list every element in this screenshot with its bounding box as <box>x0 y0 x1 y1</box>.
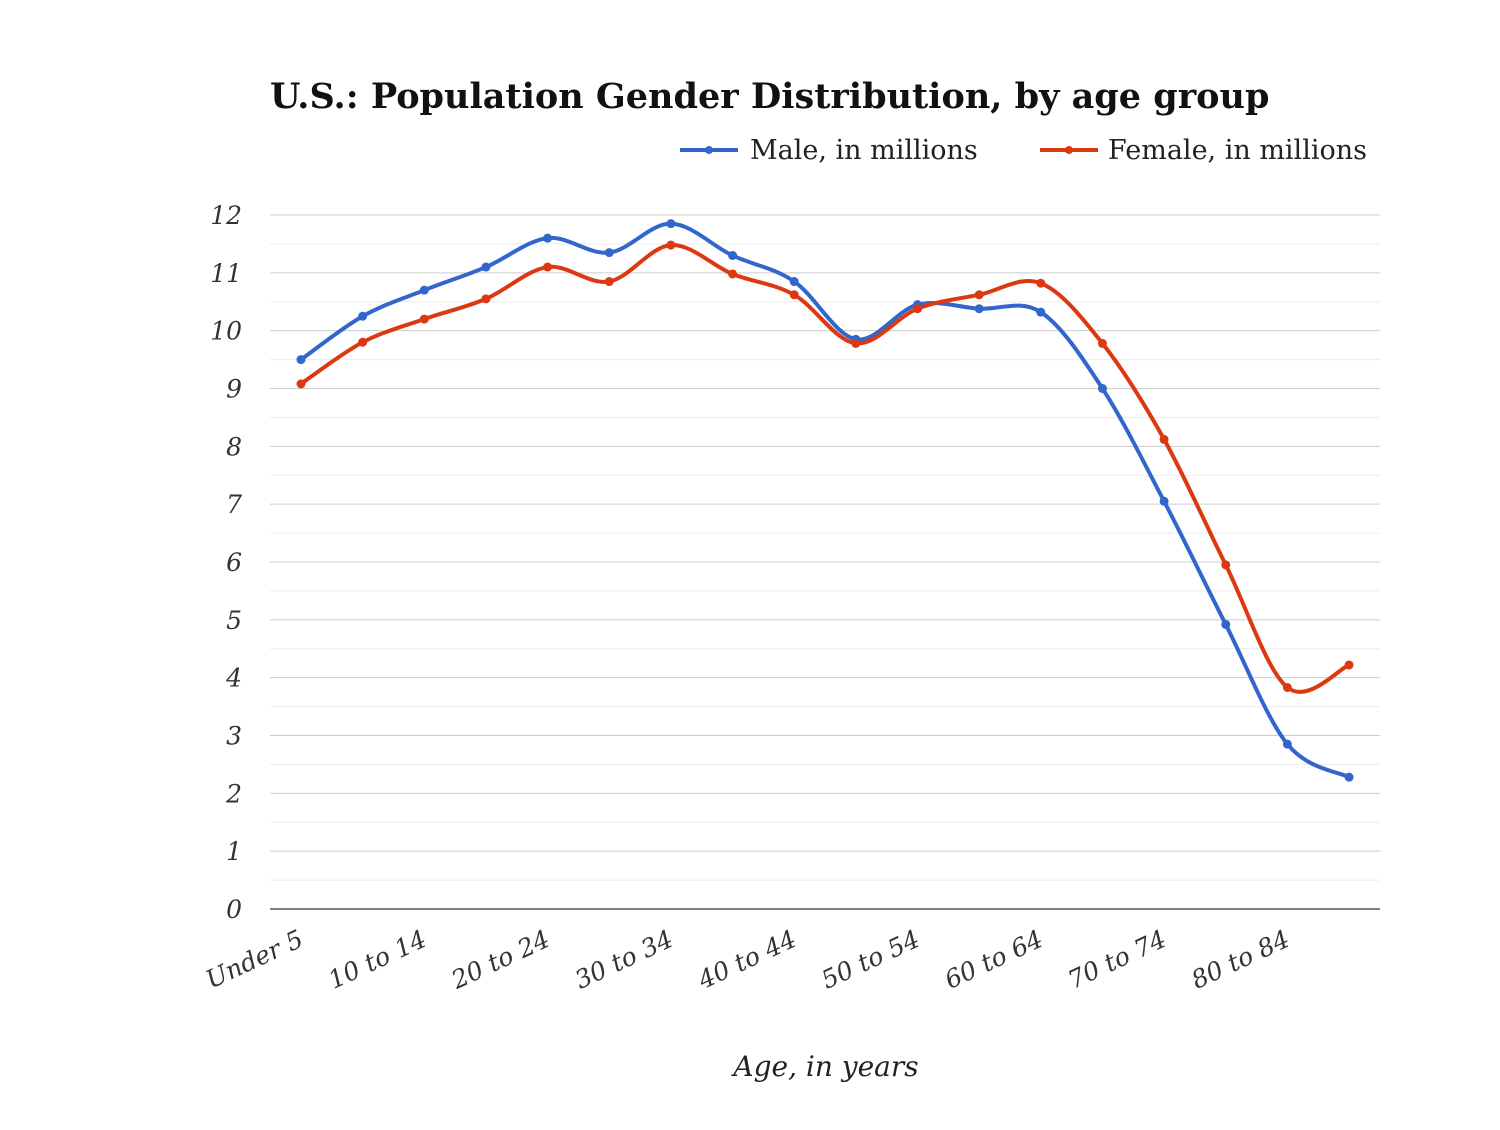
chart-title: U.S.: Population Gender Distribution, by… <box>270 76 1269 117</box>
data-point-female <box>419 314 429 324</box>
y-tick-label: 9 <box>226 375 242 404</box>
data-point-female <box>1221 560 1231 570</box>
x-tick-label: 30 to 34 <box>570 924 677 994</box>
data-point-female <box>974 290 984 300</box>
y-tick-label: 2 <box>225 779 242 808</box>
x-tick-label: 40 to 44 <box>693 924 801 995</box>
data-point-female <box>728 269 738 279</box>
data-point-female <box>604 277 614 287</box>
data-point-male <box>543 233 553 243</box>
data-point-female <box>851 338 861 348</box>
data-point-female <box>1036 278 1046 288</box>
y-tick-label: 5 <box>226 606 242 635</box>
y-tick-label: 6 <box>226 548 242 577</box>
series-group <box>296 219 1354 782</box>
legend-item-male: Male, in millions <box>680 135 978 166</box>
data-point-female <box>1282 682 1292 692</box>
series-female <box>296 240 1354 694</box>
data-point-male <box>1097 384 1107 393</box>
data-point-female <box>1159 434 1169 444</box>
data-point-female <box>913 304 922 314</box>
y-tick-label: 12 <box>210 201 242 230</box>
data-point-male <box>1221 619 1231 629</box>
data-point-male <box>604 248 614 258</box>
data-point-male <box>974 304 984 314</box>
data-point-female <box>543 262 553 272</box>
data-point-female <box>358 337 368 347</box>
y-tick-label: 4 <box>225 664 242 693</box>
y-tick-label: 8 <box>226 432 242 461</box>
data-point-female <box>1097 338 1107 348</box>
x-tick-label: Under 5 <box>201 924 307 994</box>
legend-label-female: Female, in millions <box>1108 135 1367 166</box>
data-point-male <box>481 262 491 272</box>
x-tick-label: 50 to 54 <box>817 924 924 994</box>
y-tick-label: 1 <box>226 837 242 866</box>
legend: Male, in millions Female, in millions <box>680 135 1367 166</box>
x-tick-label: 60 to 64 <box>940 924 1047 994</box>
y-tick-label: 0 <box>226 895 242 924</box>
x-axis: Under 5 10 to 14 20 to 24 30 to 34 40 to 44 5… <box>201 924 1294 995</box>
x-tick-label: 10 to 14 <box>324 924 431 994</box>
data-point-female <box>481 294 491 304</box>
data-point-male <box>1282 739 1292 749</box>
legend-marker-male <box>705 146 713 154</box>
data-point-female <box>1344 660 1354 670</box>
x-axis-label: Age, in years <box>730 1050 918 1083</box>
data-point-male <box>1036 307 1046 317</box>
legend-label-male: Male, in millions <box>750 135 978 166</box>
x-tick-label: 70 to 74 <box>1064 924 1171 994</box>
x-tick-label: 20 to 24 <box>446 924 554 995</box>
data-point-female <box>296 379 306 389</box>
legend-item-female: Female, in millions <box>1040 135 1367 166</box>
data-point-male <box>1344 772 1354 782</box>
data-point-female <box>666 240 676 250</box>
data-point-male <box>728 250 738 260</box>
data-point-female <box>789 290 799 300</box>
data-point-male <box>358 311 368 321</box>
y-tick-label: 11 <box>210 259 242 288</box>
data-point-male <box>1159 496 1169 506</box>
data-point-male <box>419 285 429 295</box>
x-tick-label: 80 to 84 <box>1187 924 1294 994</box>
data-point-male <box>666 219 676 229</box>
y-tick-label: 10 <box>210 317 242 346</box>
y-tick-label: 3 <box>226 722 242 751</box>
y-tick-label: 7 <box>226 490 242 519</box>
legend-marker-female <box>1065 146 1073 154</box>
data-point-male <box>296 355 306 365</box>
data-point-male <box>789 277 799 287</box>
